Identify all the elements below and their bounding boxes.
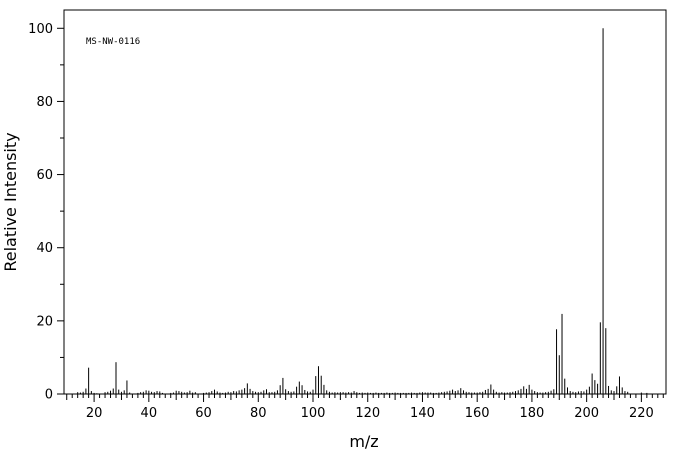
x-tick-label: 200 <box>574 406 599 421</box>
x-tick-label: 80 <box>250 406 267 421</box>
x-tick-label: 120 <box>355 406 380 421</box>
x-tick-label: 220 <box>629 406 654 421</box>
x-tick-label: 40 <box>141 406 158 421</box>
x-axis-label: m/z <box>349 432 378 451</box>
y-tick-label: 0 <box>45 388 53 403</box>
x-tick-label: 60 <box>195 406 212 421</box>
x-axis-ticks: 20 40 60 80 100 120 140 160 180 200 220 <box>66 394 664 421</box>
y-tick-label: 20 <box>36 314 53 329</box>
plot-frame <box>63 9 667 395</box>
spectrum-peaks <box>77 28 648 394</box>
spectrum-code-label: MS-NW-0116 <box>86 37 140 47</box>
y-tick-label: 80 <box>36 95 53 110</box>
y-tick-label: 60 <box>36 168 53 183</box>
y-axis-ticks: 0 20 40 60 80 100 <box>28 22 64 403</box>
x-tick-label: 160 <box>465 406 490 421</box>
y-axis-label: Relative Intensity <box>1 132 20 271</box>
y-tick-label: 40 <box>36 241 53 256</box>
x-tick-label: 180 <box>520 406 545 421</box>
x-tick-label: 20 <box>86 406 103 421</box>
x-tick-label: 140 <box>410 406 435 421</box>
x-tick-label: 100 <box>301 406 326 421</box>
y-tick-label: 100 <box>28 22 53 37</box>
